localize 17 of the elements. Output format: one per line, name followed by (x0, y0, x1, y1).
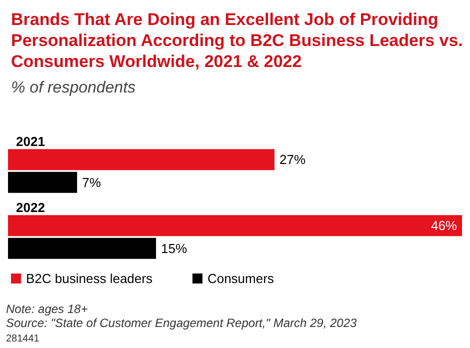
text: 281441 (6, 334, 40, 344)
chart-title: Brands That Are Doing an Excellent Job of Providing Personalization According to B2C Business Leaders vs. Consumers Worldwide, 2021 & 2022 (11, 10, 468, 71)
y-tick-label: 2022 (16, 200, 45, 215)
data-label: 7% (82, 174, 102, 190)
bar (8, 238, 156, 259)
bar (8, 172, 78, 193)
source-note: Source: "State of Customer Engagement Report," March 29, 2023 (6, 316, 358, 330)
bar (8, 215, 462, 236)
data-label: 15% (161, 240, 188, 256)
bar (8, 149, 274, 170)
legend-label: Consumers (207, 271, 274, 286)
text: Note: ages 18+ (6, 302, 88, 316)
y-tick-label: 2021 (16, 134, 45, 149)
legend-label: B2C business leaders (26, 271, 153, 286)
chart-subtitle: % of respondents (11, 80, 136, 96)
data-label: 46% (430, 218, 458, 234)
data-label: 27% (279, 152, 306, 168)
